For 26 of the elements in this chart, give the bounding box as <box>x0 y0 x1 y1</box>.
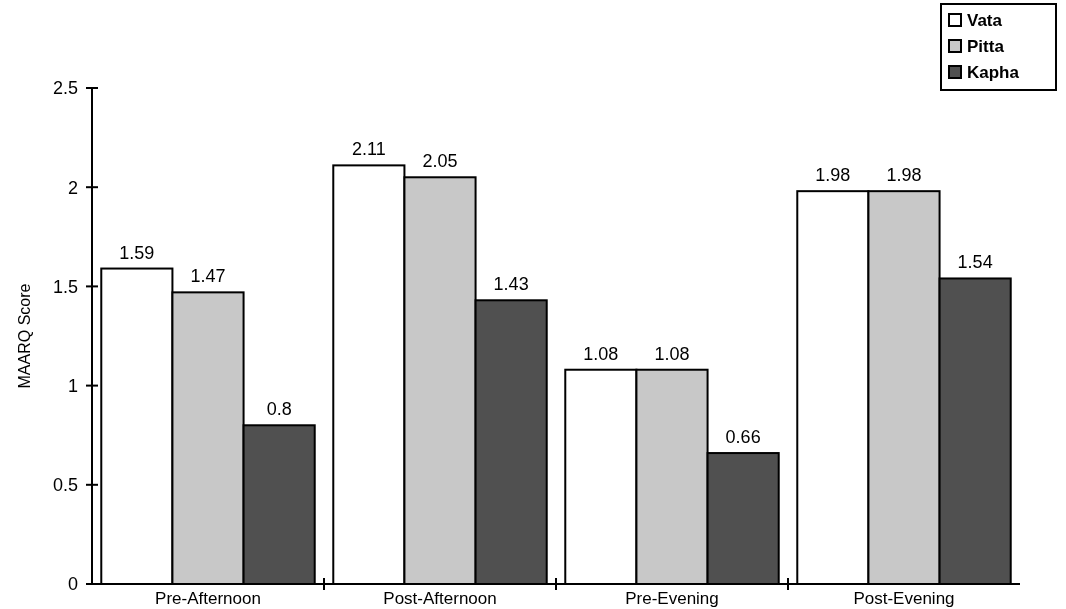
data-label: 0.66 <box>725 427 761 448</box>
data-label: 1.59 <box>119 242 155 263</box>
data-label: 0.8 <box>266 399 292 420</box>
data-label: 1.08 <box>654 343 690 364</box>
data-label: 1.47 <box>190 266 226 287</box>
x-tick-label: Pre-Afternoon <box>155 589 261 608</box>
data-label: 1.98 <box>886 165 922 186</box>
data-label: 1.08 <box>583 343 619 364</box>
y-axis-title: MAARQ Score <box>16 283 33 389</box>
x-tick-label: Pre-Evening <box>625 589 719 608</box>
y-tick-label: 1 <box>67 375 78 396</box>
legend-label: Kapha <box>967 62 1020 82</box>
legend-label: Pitta <box>967 36 1005 56</box>
x-tick-label: Post-Afternoon <box>383 589 497 608</box>
y-tick-label: 0.5 <box>52 475 78 496</box>
data-label: 1.98 <box>815 165 851 186</box>
x-tick-label: Post-Evening <box>853 589 955 608</box>
data-label: 2.05 <box>422 151 458 172</box>
y-tick-label: 0 <box>67 574 78 595</box>
y-tick-label: 2.5 <box>52 78 78 99</box>
y-tick-label: 2 <box>67 177 78 198</box>
legend-label: Vata <box>967 10 1003 30</box>
y-tick-label: 1.5 <box>52 276 78 297</box>
data-label: 1.43 <box>493 274 529 295</box>
data-label: 2.11 <box>352 139 386 160</box>
data-label: 1.54 <box>957 252 993 273</box>
